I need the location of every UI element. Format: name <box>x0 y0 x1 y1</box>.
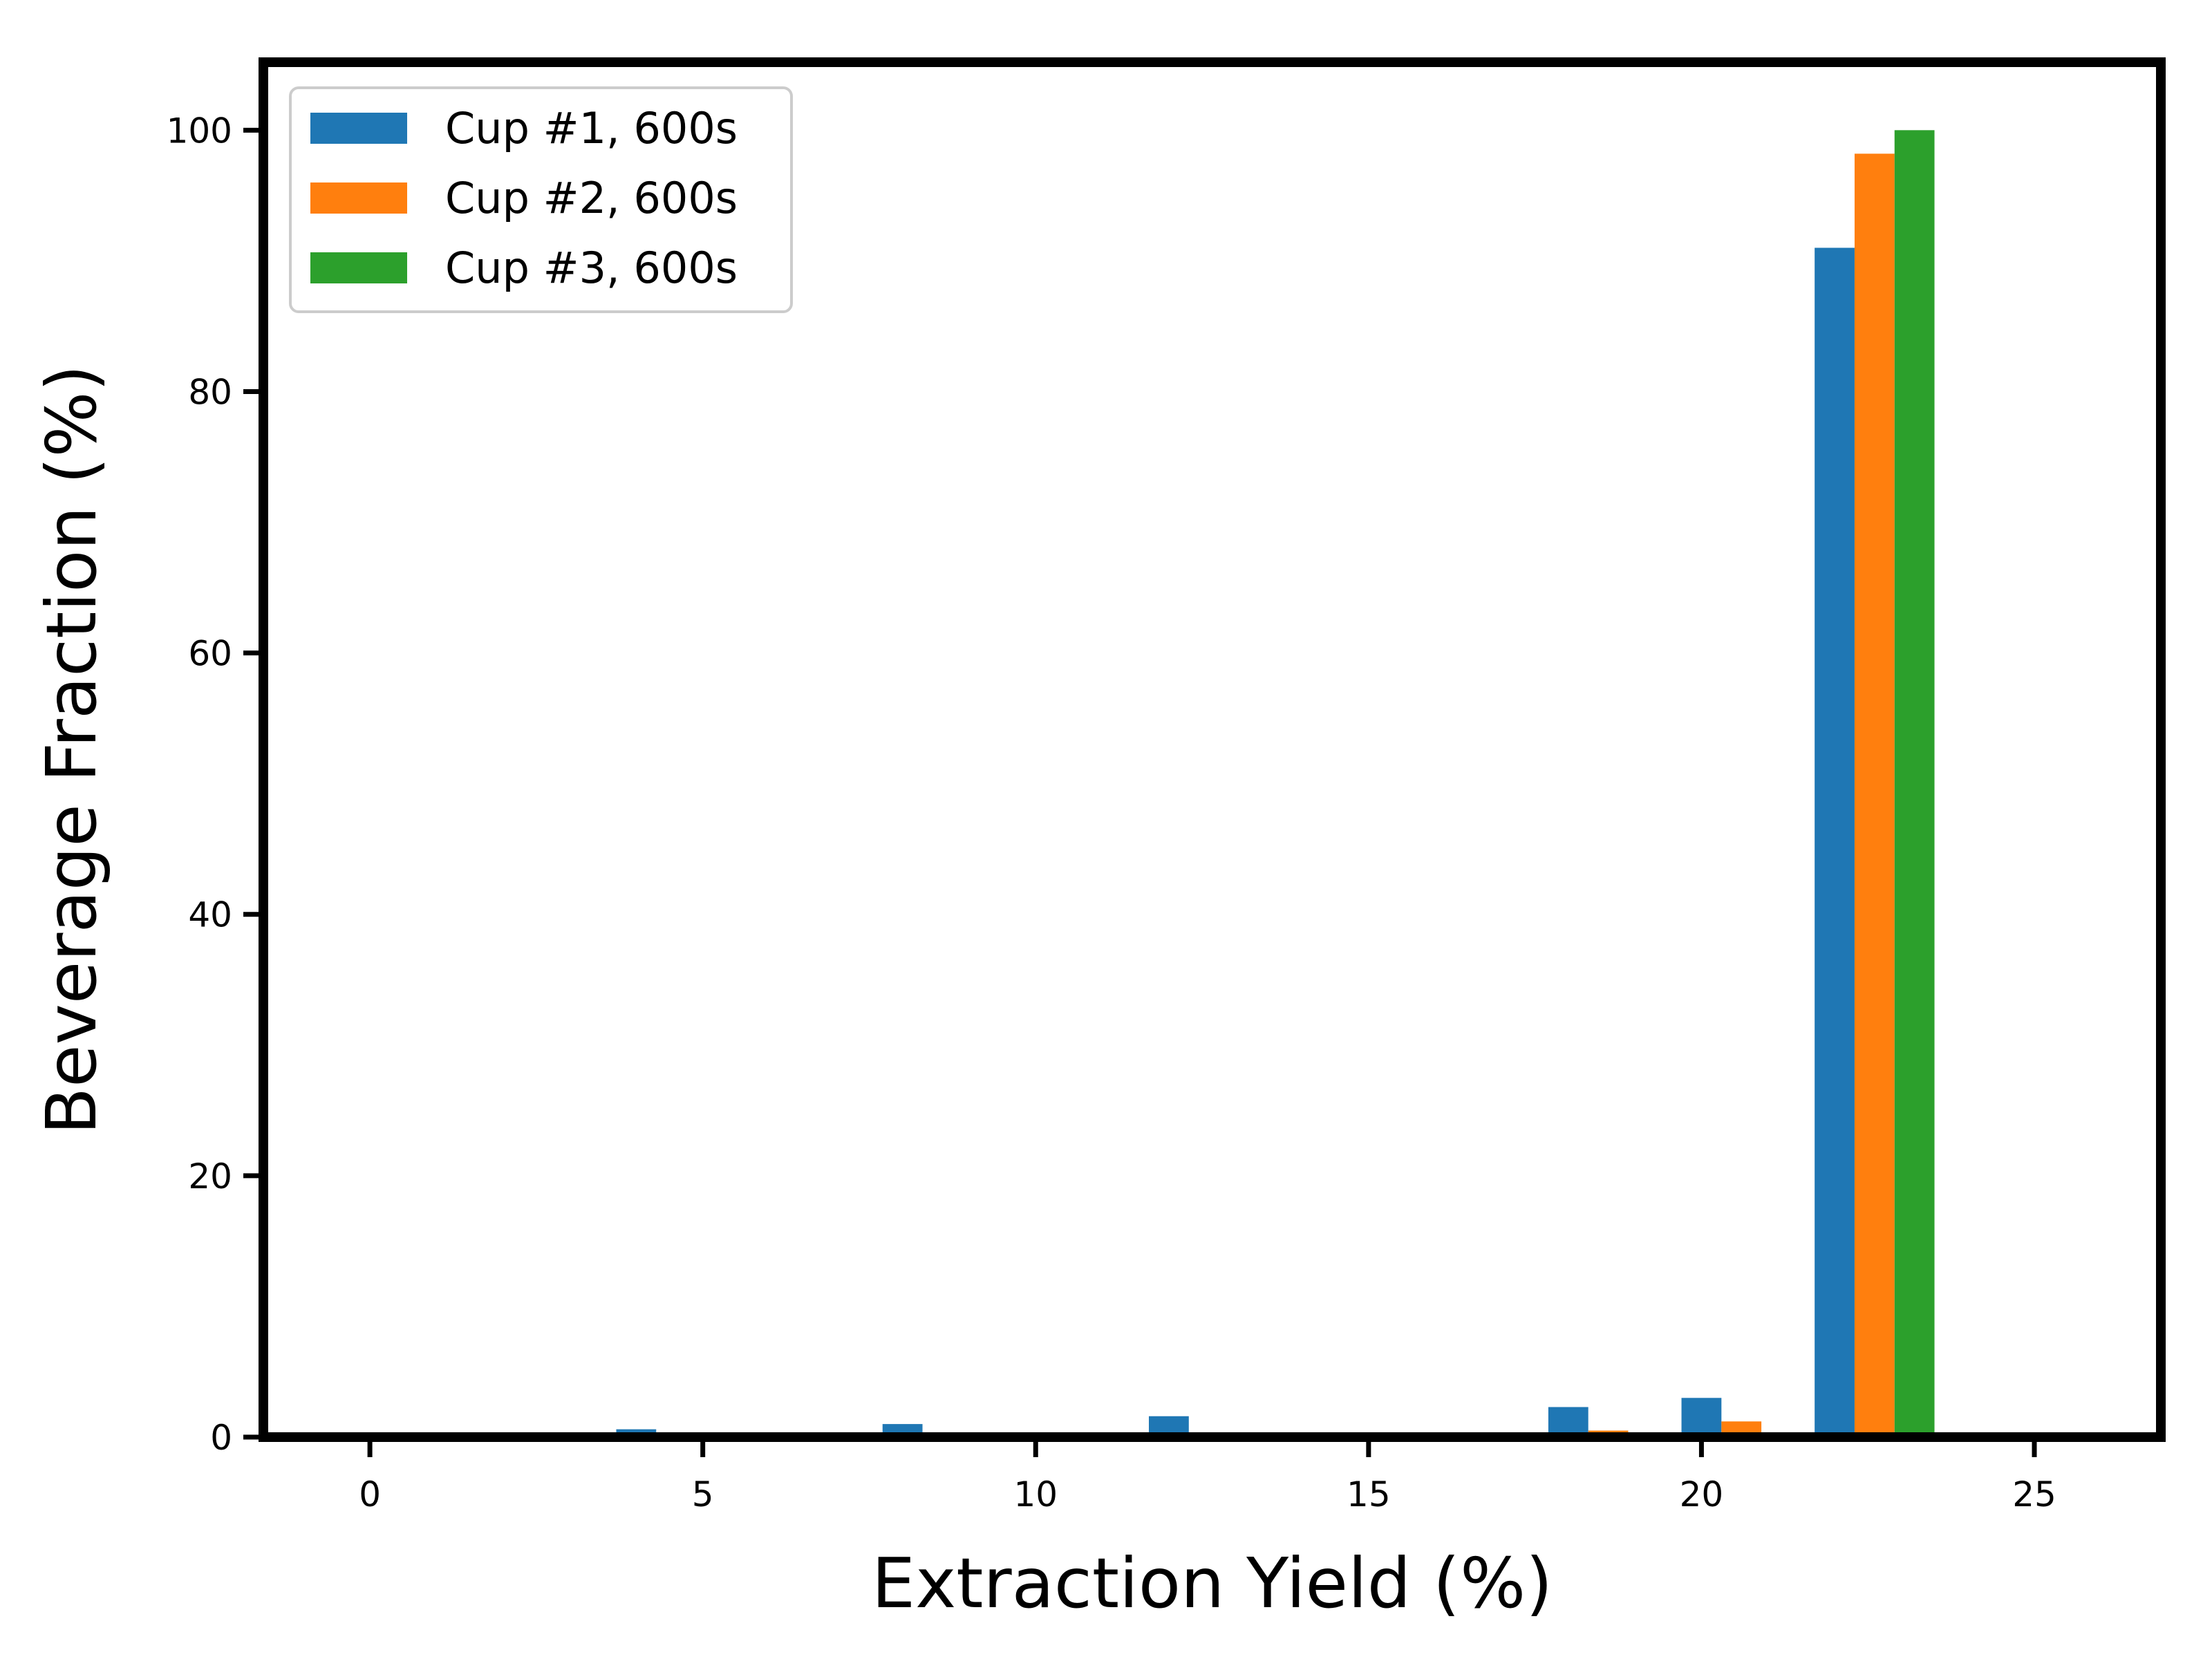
legend-entry-label: Cup #1, 600s <box>445 103 738 153</box>
y-axis-label: Beverage Fraction (%) <box>31 364 112 1134</box>
y-tick-label: 0 <box>210 1418 232 1458</box>
legend-swatch <box>310 182 407 214</box>
legend-entry-label: Cup #3, 600s <box>445 243 738 293</box>
x-axis-label: Extraction Yield (%) <box>872 1543 1553 1624</box>
legend: Cup #1, 600s Cup #2, 600s Cup #3, 600s <box>289 86 793 313</box>
bar-series1-4 <box>1681 1398 1722 1437</box>
legend-entry-label: Cup #2, 600s <box>445 173 738 223</box>
bars-layer <box>616 130 1935 1438</box>
bar-series1-5 <box>1815 247 1855 1437</box>
y-tick-label: 100 <box>167 111 232 151</box>
x-tick-label: 25 <box>2012 1474 2056 1515</box>
axes-frame <box>259 57 2166 1442</box>
y-tick-label: 60 <box>188 634 232 674</box>
x-tick-label: 20 <box>1680 1474 1724 1515</box>
x-tick-label: 15 <box>1347 1474 1391 1515</box>
bar-series1-3 <box>1548 1407 1588 1437</box>
x-tick-label: 10 <box>1013 1474 1058 1515</box>
y-tick-label: 80 <box>188 372 232 412</box>
legend-swatch <box>310 252 407 283</box>
ticks-layer: 0 5 10 15 20 25 0 20 40 60 80 100 <box>167 111 2056 1515</box>
bar-series2-2 <box>1854 153 1895 1438</box>
legend-box <box>289 86 793 313</box>
bar-series3-0 <box>1894 130 1935 1438</box>
x-tick-label: 5 <box>692 1474 714 1515</box>
x-tick-label: 0 <box>359 1474 381 1515</box>
legend-swatch <box>310 113 407 144</box>
y-tick-label: 20 <box>188 1156 232 1197</box>
y-tick-label: 40 <box>188 895 232 935</box>
